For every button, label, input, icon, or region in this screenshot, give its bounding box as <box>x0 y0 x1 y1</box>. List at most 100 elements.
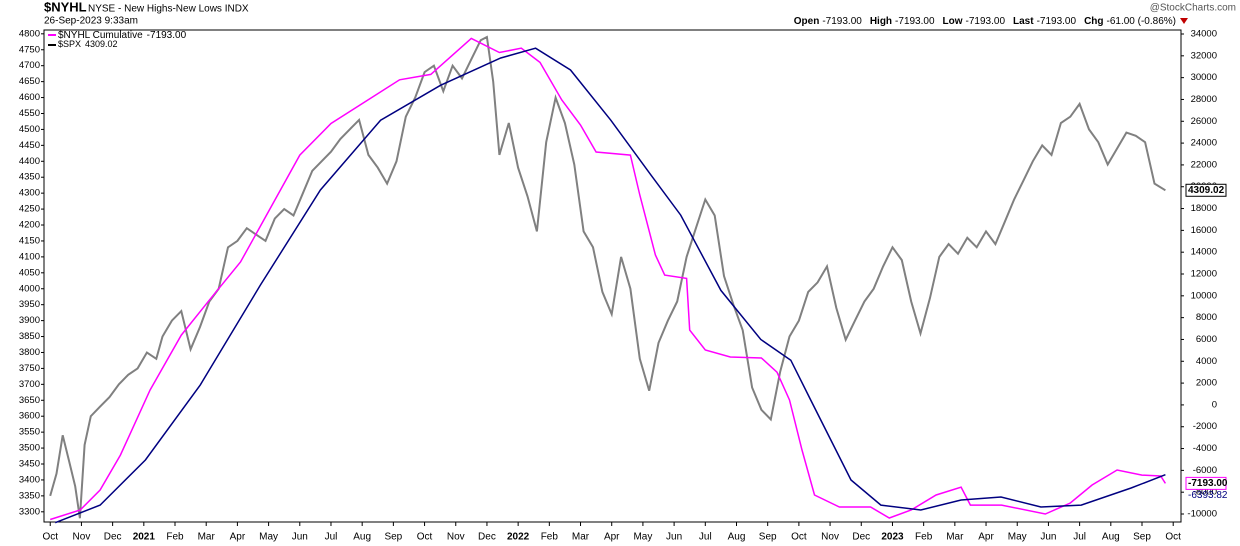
quote-label: Last <box>1013 16 1034 27</box>
y2-tick-label: 24000 <box>1191 138 1217 149</box>
x-tick-label: Dec <box>478 532 496 543</box>
x-tick-label: Sep <box>384 532 402 543</box>
x-tick-label: Dec <box>104 532 122 543</box>
legend-entry: $SPX 4309.02 <box>58 39 118 49</box>
x-tick-label: Apr <box>978 532 994 543</box>
y-tick-label: 3500 <box>19 443 40 454</box>
y-tick-label: 4600 <box>19 92 40 103</box>
quotes: Open -7193.00 High -7193.00 Low -7193.00 Last -… <box>794 16 1176 27</box>
quote-value: -7193.00 <box>966 16 1006 27</box>
y2-tick-label: 10000 <box>1191 290 1217 301</box>
x-tick-label: Mar <box>572 532 590 543</box>
x-tick-label: Jul <box>1073 532 1086 543</box>
y2-tick-label: 2000 <box>1196 378 1217 389</box>
y-tick-label: 4650 <box>19 76 40 87</box>
legend-value: -7193.00 <box>147 30 187 41</box>
y2-tick-label: -6000 <box>1193 465 1217 476</box>
y2-tick-label: 0 <box>1212 399 1217 410</box>
x-tick-label: Oct <box>42 532 58 543</box>
quote-value: -7193.00 <box>822 16 862 27</box>
series-line <box>54 47 1166 524</box>
x-tick-label: Oct <box>417 532 433 543</box>
y-tick-label: 3400 <box>19 474 40 485</box>
y-tick-label: 4000 <box>19 283 40 294</box>
y2-tick-label: 14000 <box>1191 247 1217 258</box>
y2-tick-label: 30000 <box>1191 72 1217 83</box>
last-value-label: 4309.02 <box>1188 185 1225 196</box>
y-tick-label: 3650 <box>19 395 40 406</box>
y2-tick-label: 18000 <box>1191 203 1217 214</box>
y-tick-label: 4250 <box>19 204 40 215</box>
y2-tick-label: 4000 <box>1196 356 1217 367</box>
x-tick-label: Dec <box>852 532 870 543</box>
y-tick-label: 4150 <box>19 235 40 246</box>
legend-entry: $NYHL Cumulative -7193.00 <box>58 30 187 41</box>
y-tick-label: 3300 <box>19 506 40 517</box>
x-tick-label: Aug <box>1102 532 1120 543</box>
quote-label: Open <box>794 16 820 27</box>
quote-value: -61.00 (-0.86%) <box>1107 16 1176 27</box>
x-tick-label: Feb <box>541 532 559 543</box>
quote-value: -7193.00 <box>895 16 935 27</box>
series-line <box>49 35 1166 519</box>
y2-tick-label: 32000 <box>1191 50 1217 61</box>
x-tick-label: 2021 <box>133 532 156 543</box>
y-tick-label: 3750 <box>19 363 40 374</box>
y-tick-label: 4500 <box>19 124 40 135</box>
x-tick-label: Oct <box>791 532 807 543</box>
y2-tick-label: -10000 <box>1187 509 1217 520</box>
x-tick-label: Jul <box>699 532 712 543</box>
y-tick-label: 4800 <box>19 28 40 39</box>
y-tick-label: 3600 <box>19 411 40 422</box>
x-tick-label: Apr <box>230 532 246 543</box>
legend-name: $NYHL Cumulative <box>58 30 143 41</box>
y-tick-label: 4100 <box>19 251 40 262</box>
x-tick-label: May <box>259 532 278 543</box>
x-tick-label: 2023 <box>881 532 904 543</box>
y-tick-label: 4050 <box>19 267 40 278</box>
y-tick-label: 3700 <box>19 379 40 390</box>
quote-label: Chg <box>1084 16 1103 27</box>
quote-label: High <box>870 16 892 27</box>
y2-tick-label: -2000 <box>1193 421 1217 432</box>
last-value-label: -7193.00 <box>1188 478 1228 489</box>
x-tick-label: Jun <box>666 532 682 543</box>
x-tick-label: Jun <box>1040 532 1056 543</box>
y-tick-label: 3450 <box>19 459 40 470</box>
y2-tick-label: 16000 <box>1191 225 1217 236</box>
y2-tick-label: 12000 <box>1191 269 1217 280</box>
y-tick-label: 4200 <box>19 220 40 231</box>
y-tick-label: 3800 <box>19 347 40 358</box>
plot-frame <box>43 29 1182 523</box>
y2-tick-label: 28000 <box>1191 94 1217 105</box>
y-tick-label: 4550 <box>19 108 40 119</box>
y2-tick-label: 26000 <box>1191 116 1217 127</box>
y2-tick-label: -4000 <box>1193 443 1217 454</box>
last-value-label: -6393.82 <box>1188 490 1228 501</box>
y-tick-label: 4350 <box>19 172 40 183</box>
description: NYSE - New Highs-New Lows INDX <box>88 4 249 15</box>
source: @StockCharts.com <box>1150 3 1236 14</box>
x-tick-label: Sep <box>1133 532 1151 543</box>
y-tick-label: 3900 <box>19 315 40 326</box>
down-arrow <box>1180 18 1188 24</box>
x-tick-label: Oct <box>1165 532 1181 543</box>
y-tick-label: 3850 <box>19 331 40 342</box>
y-tick-label: 3950 <box>19 299 40 310</box>
x-tick-label: May <box>633 532 652 543</box>
y-tick-label: 4450 <box>19 140 40 151</box>
y-tick-label: 4300 <box>19 188 40 199</box>
x-tick-label: Nov <box>447 532 465 543</box>
legend-name: $SPX <box>58 39 81 49</box>
y-tick-label: 4750 <box>19 44 40 55</box>
x-tick-label: Aug <box>728 532 746 543</box>
x-tick-label: Apr <box>604 532 620 543</box>
symbol: $NYHL <box>44 0 87 14</box>
y2-tick-label: 22000 <box>1191 159 1217 170</box>
y2-tick-label: 34000 <box>1191 29 1217 40</box>
x-tick-label: Nov <box>821 532 839 543</box>
y2-tick-label: 8000 <box>1196 312 1217 323</box>
quote-value: -7193.00 <box>1037 16 1077 27</box>
y-tick-label: 3550 <box>19 427 40 438</box>
